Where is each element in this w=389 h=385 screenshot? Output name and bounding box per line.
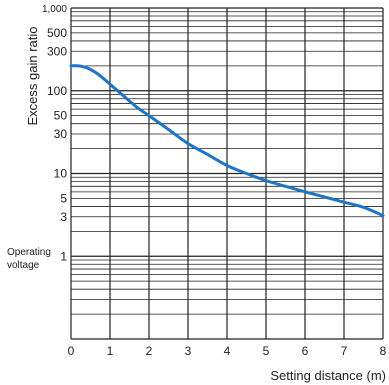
x-axis-ticks: 0 1 2 3 4 5 6 7 8 [68, 344, 387, 358]
y-tick-label: 30 [54, 127, 68, 141]
x-tick-label: 2 [146, 344, 153, 358]
x-tick-label: 3 [185, 344, 192, 358]
y-tick-label: 300 [47, 44, 67, 58]
y-tick-label: 1 [60, 249, 67, 263]
x-tick-label: 5 [263, 344, 270, 358]
chart-series [69, 64, 385, 218]
y-tick-label: 5 [60, 191, 67, 205]
x-tick-label: 6 [302, 344, 309, 358]
x-tick-label: 1 [107, 344, 114, 358]
x-axis-label: Setting distance (m) [270, 368, 386, 383]
chart-grid [70, 7, 384, 340]
y-axis-label: Excess gain ratio [25, 27, 40, 126]
operating-annotation-line2: voltage [7, 260, 40, 271]
y-tick-label: 3 [60, 210, 67, 224]
y-tick-label: 50 [54, 109, 68, 123]
y-tick-label: 1,000 [42, 4, 67, 15]
y-tick-label: 10 [54, 167, 68, 181]
x-tick-label: 0 [68, 344, 75, 358]
operating-annotation-line1: Operating [7, 247, 51, 258]
series-line [69, 64, 385, 218]
y-axis-ticks: 1,000 500 300 100 50 30 10 5 3 1 [42, 4, 67, 263]
y-tick-label: 500 [47, 26, 67, 40]
x-tick-label: 4 [224, 344, 231, 358]
x-tick-label: 7 [341, 344, 348, 358]
x-tick-label: 8 [380, 344, 387, 358]
y-tick-label: 100 [47, 84, 67, 98]
